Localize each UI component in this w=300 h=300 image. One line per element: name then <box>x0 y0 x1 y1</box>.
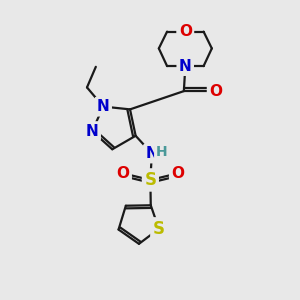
Text: S: S <box>153 220 165 238</box>
Text: N: N <box>97 99 110 114</box>
Text: N: N <box>86 124 99 139</box>
Text: N: N <box>179 58 192 74</box>
Text: O: O <box>116 166 130 181</box>
Text: N: N <box>179 58 192 74</box>
Text: O: O <box>179 24 192 39</box>
Text: O: O <box>209 84 222 99</box>
Text: O: O <box>209 84 222 99</box>
Text: O: O <box>171 166 184 181</box>
Text: H: H <box>155 145 167 159</box>
Text: O: O <box>171 166 184 181</box>
Text: N: N <box>86 124 99 139</box>
Text: N: N <box>97 99 110 114</box>
Text: S: S <box>153 220 165 238</box>
Text: S: S <box>144 171 156 189</box>
Text: S: S <box>144 171 156 189</box>
Text: N: N <box>146 146 158 161</box>
Text: O: O <box>116 166 130 181</box>
Text: O: O <box>179 24 192 39</box>
Text: N: N <box>146 146 158 161</box>
Text: H: H <box>155 145 167 159</box>
